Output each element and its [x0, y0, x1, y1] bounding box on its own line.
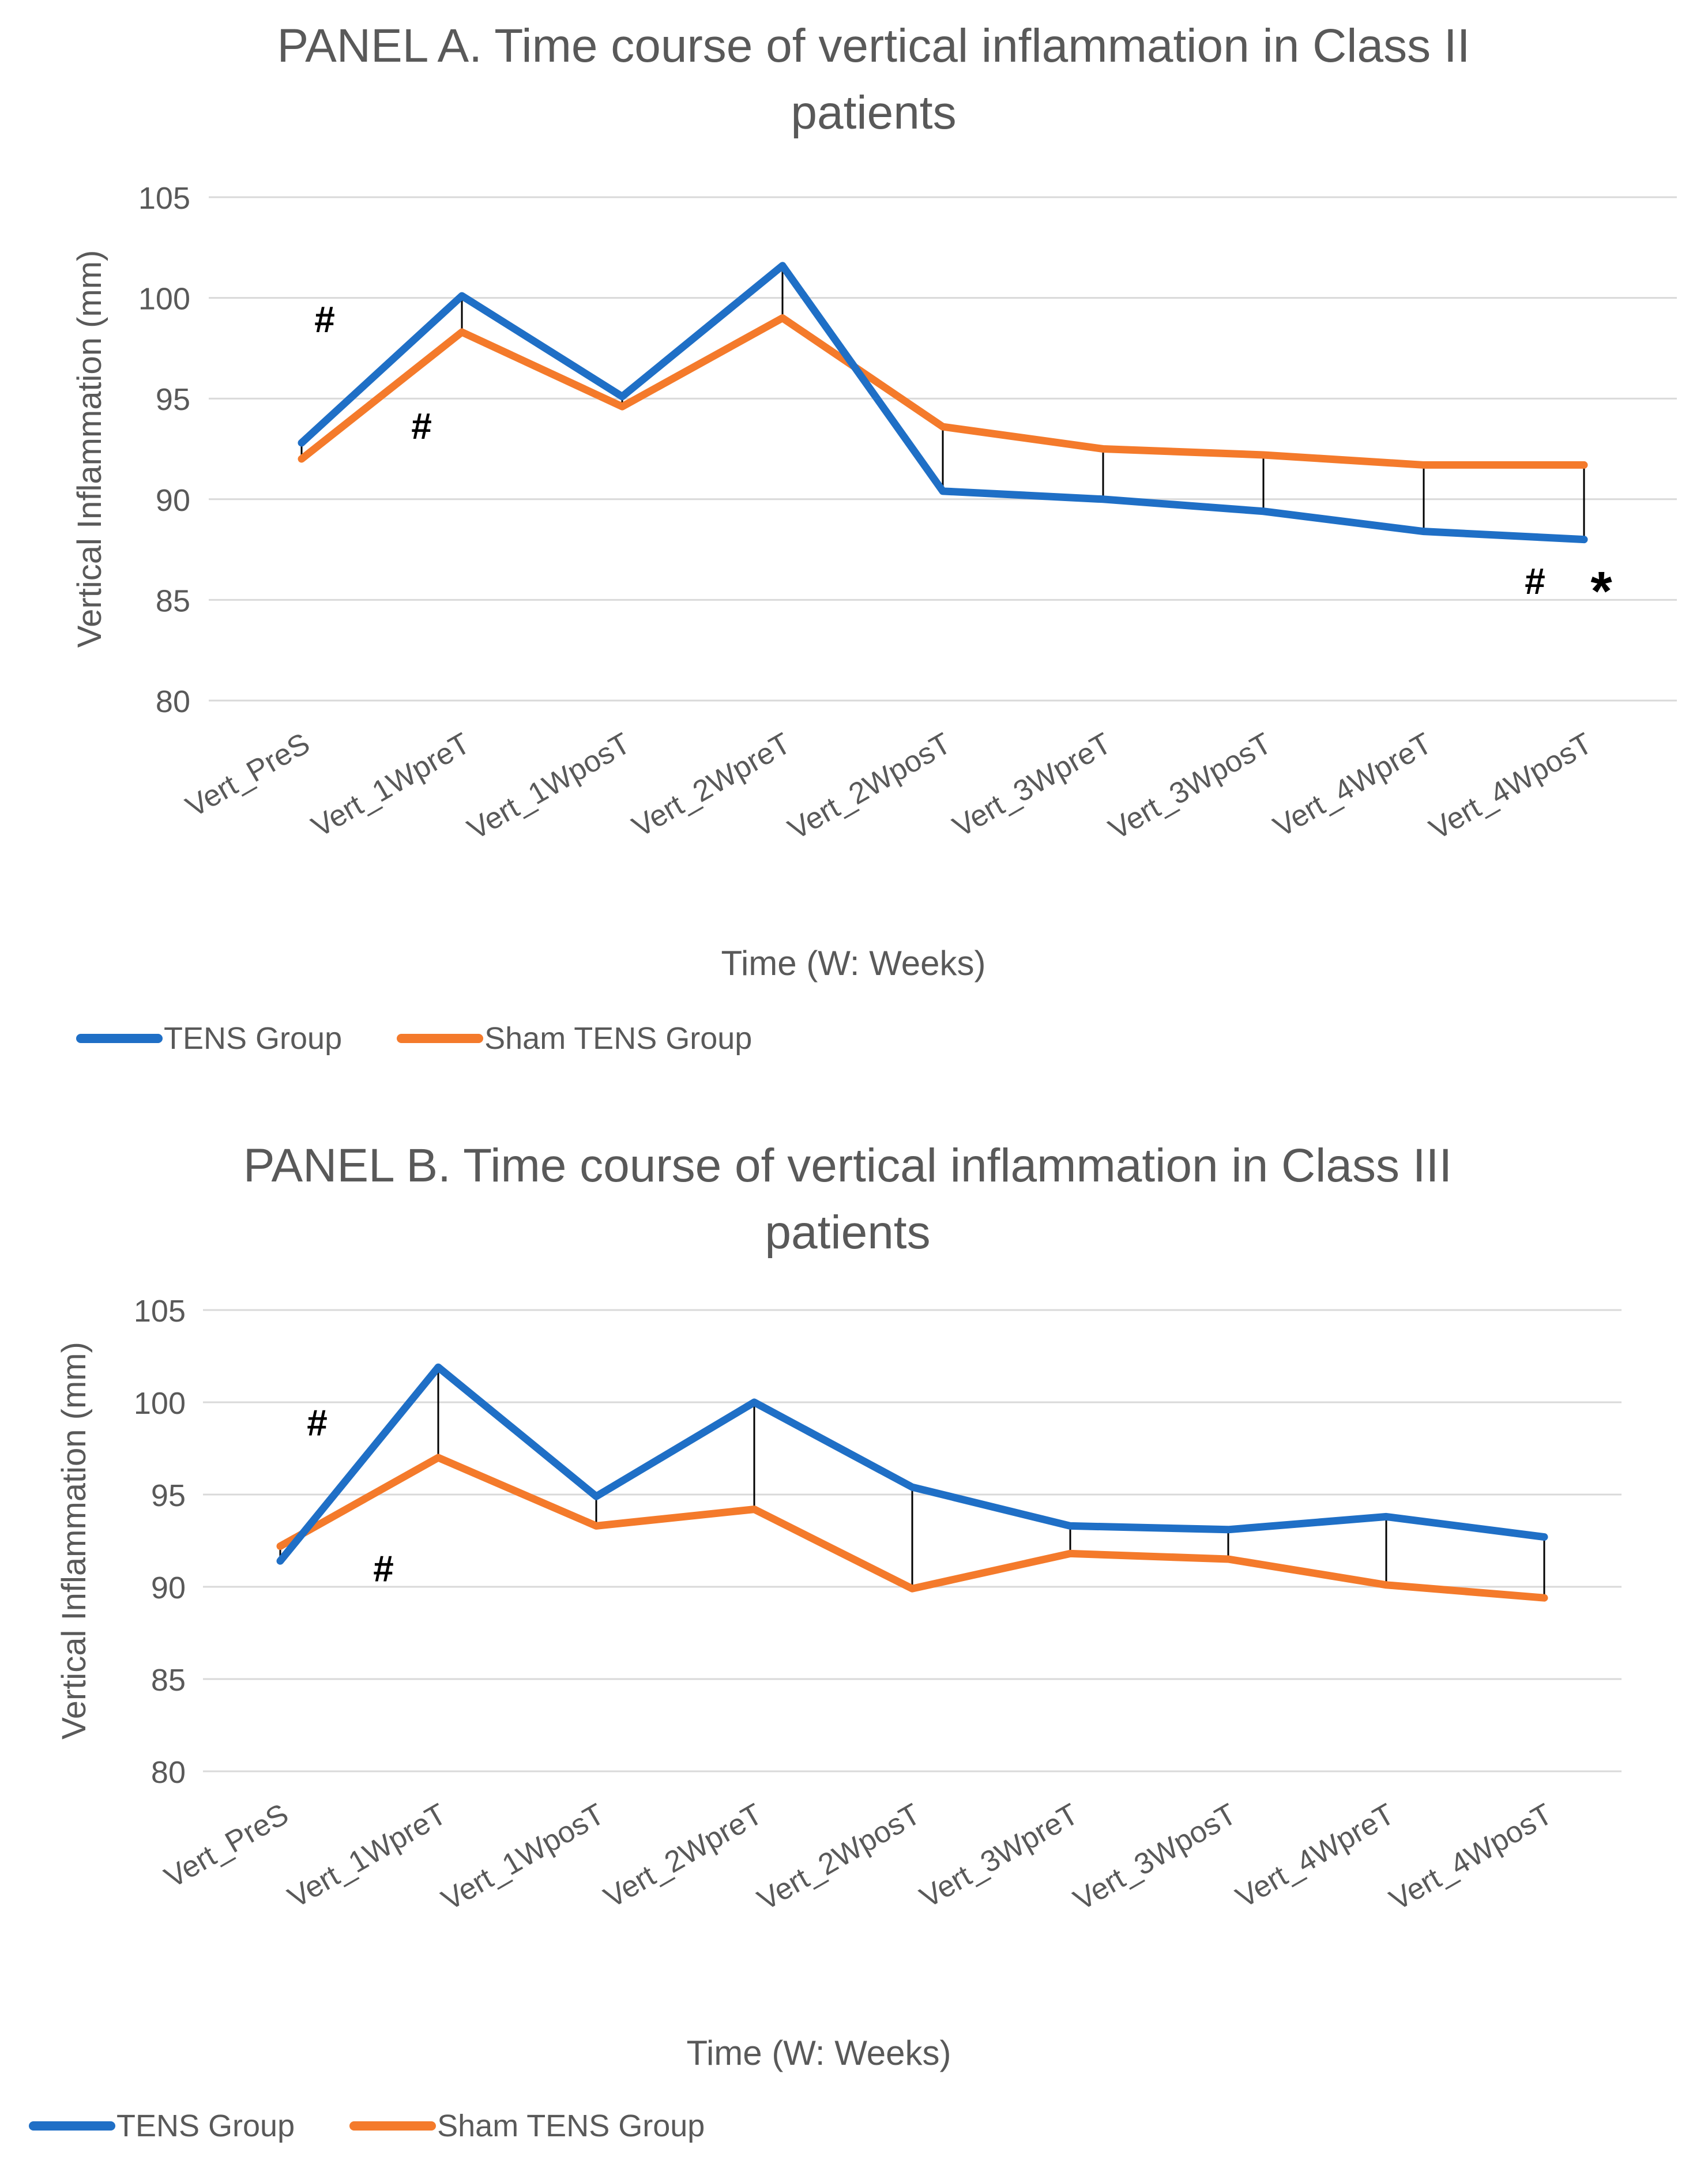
- series-line-sham: [276, 1454, 1548, 1602]
- x-tick-label: Vert_1WpreT: [306, 727, 476, 844]
- x-tick-label: Vert_3WposT: [1068, 1797, 1242, 1917]
- panel-b-legend-tens: TENS Group: [29, 2108, 295, 2144]
- y-tick-label: 100: [134, 1386, 186, 1421]
- x-tick-label: Vert_3WpreT: [915, 1797, 1084, 1914]
- y-tick-label: 80: [151, 1755, 186, 1790]
- x-tick-label: Vert_4WpreT: [1268, 727, 1438, 844]
- x-tick-label: Vert_3WpreT: [947, 727, 1117, 844]
- y-tick-label: 95: [151, 1478, 186, 1513]
- x-tick-label: Vert_1WposT: [436, 1797, 610, 1917]
- y-tick-label: 80: [156, 684, 190, 719]
- x-tick-label: Vert_2WpreT: [599, 1797, 768, 1914]
- panel-b-legend: TENS Group Sham TENS Group: [29, 2108, 705, 2144]
- x-tick-label: Vert_2WpreT: [627, 727, 796, 844]
- panel-a-title: PANEL A. Time course of vertical inflamm…: [277, 20, 1470, 139]
- y-tick-label: 85: [151, 1663, 186, 1698]
- x-tick-label: Vert_2WposT: [752, 1797, 926, 1917]
- legend-swatch-orange: [397, 1034, 484, 1043]
- significance-hash: #: [411, 405, 432, 447]
- series-line-sham: [298, 314, 1588, 469]
- legend-label: TENS Group: [116, 2109, 295, 2143]
- x-tick-label: Vert_4WposT: [1384, 1797, 1558, 1917]
- panel-b-title: PANEL B. Time course of vertical inflamm…: [243, 1139, 1453, 1259]
- x-tick-label: Vert_2WposT: [782, 727, 957, 846]
- significance-hash: #: [307, 1402, 328, 1444]
- y-axis-title: Vertical Inflammation (mm): [71, 250, 108, 648]
- series-line-tens: [276, 1363, 1548, 1565]
- panel-b-legend-sham: Sham TENS Group: [349, 2108, 705, 2144]
- significance-hash: #: [314, 299, 335, 340]
- panel-a-legend-sham: Sham TENS Group: [397, 1021, 752, 1056]
- x-tick-label: Vert_PreS: [180, 727, 315, 824]
- panel-b-plot: 80 85 90 95 100 105 Vertical Inflammation (mm)…: [55, 1294, 1622, 1917]
- panel-a-legend: TENS Group Sham TENS Group: [76, 1021, 752, 1056]
- y-axis-title: Vertical Inflammation (mm): [55, 1342, 93, 1740]
- legend-label: Sham TENS Group: [484, 1021, 753, 1056]
- y-tick-label: 105: [138, 181, 190, 216]
- y-tick-label: 85: [156, 584, 190, 618]
- legend-swatch-blue: [29, 2121, 115, 2131]
- panel-a-legend-tens: TENS Group: [76, 1021, 342, 1056]
- x-tick-label: Vert_3WposT: [1103, 727, 1277, 846]
- y-tick-label: 90: [151, 1571, 186, 1605]
- x-tick-label: Vert_4WposT: [1424, 727, 1598, 846]
- panel-b-x-axis-title: Time (W: Weeks): [686, 2034, 951, 2072]
- y-tick-label: 105: [134, 1294, 186, 1328]
- significance-hash: #: [1525, 560, 1545, 602]
- significance-hash: #: [373, 1548, 394, 1589]
- y-tick-label: 95: [156, 382, 190, 417]
- y-tick-label: 90: [156, 483, 190, 518]
- significance-asterisk: *: [1590, 560, 1612, 622]
- series-line-tens: [298, 262, 1588, 544]
- legend-swatch-blue: [76, 1034, 163, 1043]
- legend-label: Sham TENS Group: [437, 2109, 705, 2143]
- y-tick-label: 100: [138, 282, 190, 317]
- x-tick-label: Vert_1WposT: [462, 727, 636, 846]
- legend-swatch-orange: [349, 2121, 437, 2131]
- x-tick-label: Vert_4WpreT: [1231, 1797, 1400, 1914]
- x-tick-label: Vert_1WpreT: [283, 1797, 452, 1914]
- x-tick-label: Vert_PreS: [159, 1797, 294, 1895]
- panel-a-x-axis-title: Time (W: Weeks): [721, 944, 986, 983]
- panel-a-plot: 80 85 90 95 100 105 Vertical Inflammation (mm)…: [71, 181, 1677, 846]
- legend-label: TENS Group: [164, 1021, 343, 1056]
